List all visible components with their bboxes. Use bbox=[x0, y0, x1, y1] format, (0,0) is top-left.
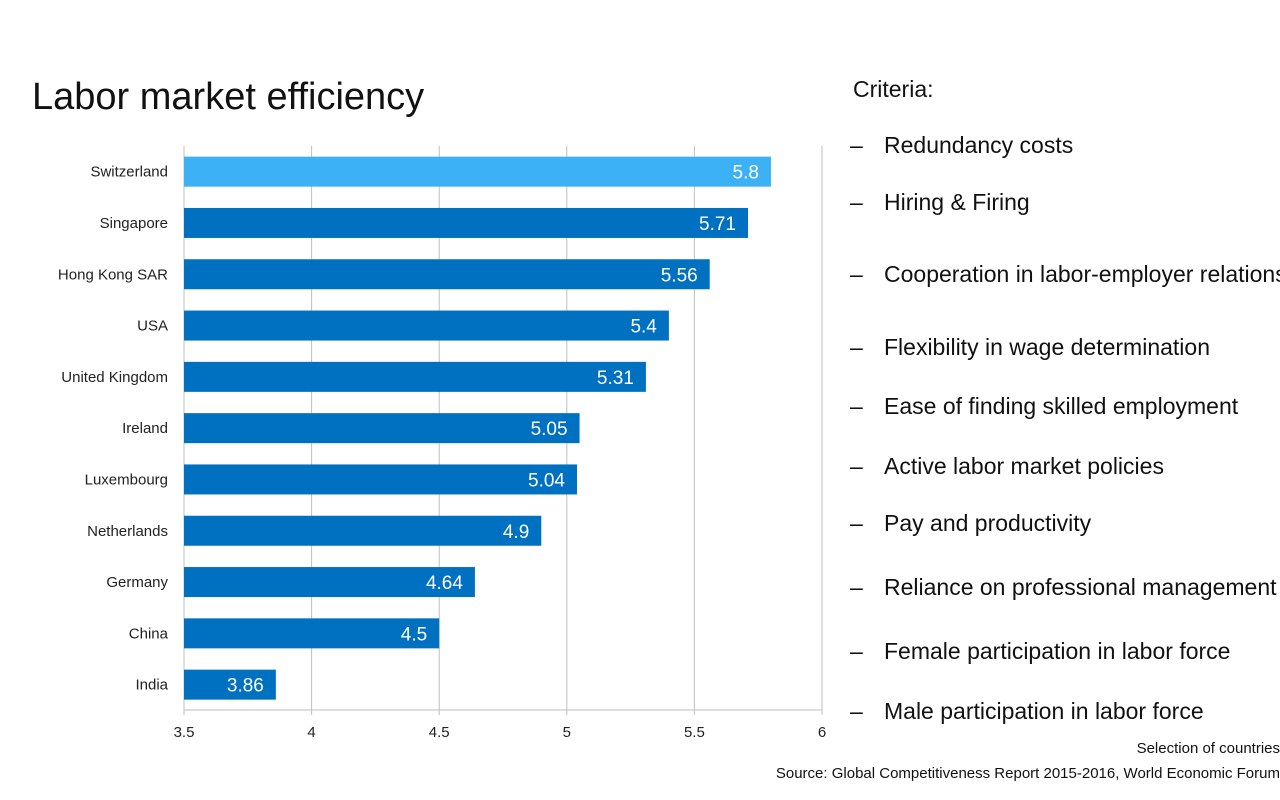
criteria-item: – Pay and productivity bbox=[850, 510, 1091, 537]
x-tick-label: 5 bbox=[563, 724, 571, 741]
bar-value-label: 5.56 bbox=[661, 265, 698, 286]
bullet-dash: – bbox=[850, 574, 863, 600]
criteria-item: – Female participation in labor force bbox=[850, 638, 1230, 665]
bullet-dash: – bbox=[850, 510, 863, 536]
bar bbox=[184, 618, 440, 649]
criteria-item-label: Cooperation in labor-employer relations bbox=[884, 261, 1280, 287]
bar-value-label: 3.86 bbox=[227, 676, 264, 697]
bar bbox=[184, 413, 580, 444]
x-tick-label: 4.5 bbox=[429, 724, 450, 741]
source-note: Source: Global Competitiveness Report 20… bbox=[775, 765, 1280, 782]
category-label: Switzerland bbox=[90, 164, 168, 181]
x-tick-label: 6 bbox=[818, 724, 826, 741]
selection-note: Selection of countries bbox=[1136, 740, 1280, 757]
category-label: United Kingdom bbox=[61, 369, 168, 386]
criteria-item-label: Female participation in labor force bbox=[884, 638, 1231, 664]
bar bbox=[184, 669, 276, 700]
bar bbox=[184, 361, 646, 392]
criteria-item: – Hiring & Firing bbox=[850, 189, 1030, 216]
bullet-dash: – bbox=[850, 638, 863, 664]
bar-value-label: 5.8 bbox=[733, 163, 759, 184]
criteria-item: – Male participation in labor force bbox=[850, 698, 1204, 725]
bar-chart: 5.85.715.565.45.315.055.044.94.644.53.86… bbox=[58, 146, 826, 741]
criteria-item-label: Ease of finding skilled employment bbox=[884, 393, 1239, 419]
bullet-dash: – bbox=[850, 334, 863, 360]
bar-value-label: 5.71 bbox=[699, 214, 736, 235]
criteria-item-label: Redundancy costs bbox=[884, 132, 1074, 158]
bar bbox=[184, 259, 710, 290]
chart-title: Labor market efficiency bbox=[32, 76, 425, 118]
bar-value-label: 5.31 bbox=[597, 368, 634, 389]
category-label: India bbox=[135, 677, 168, 694]
bar-value-label: 4.5 bbox=[401, 624, 427, 645]
bullet-dash: – bbox=[850, 189, 863, 215]
x-tick-label: 3.5 bbox=[174, 724, 195, 741]
category-label: Ireland bbox=[122, 420, 168, 437]
bar-value-label: 5.04 bbox=[528, 470, 565, 491]
criteria-item: – Active labor market policies bbox=[850, 453, 1164, 480]
bar bbox=[184, 156, 771, 187]
bar bbox=[184, 567, 475, 598]
bullet-dash: – bbox=[850, 393, 863, 419]
criteria-item-label: Flexibility in wage determination bbox=[884, 334, 1210, 360]
bar bbox=[184, 464, 578, 495]
criteria-item: – Cooperation in labor-employer relation… bbox=[850, 261, 1280, 288]
criteria-item-label: Reliance on professional management bbox=[884, 574, 1277, 600]
x-tick-label: 5.5 bbox=[684, 724, 705, 741]
bullet-dash: – bbox=[850, 261, 863, 287]
criteria-item: – Redundancy costs bbox=[850, 132, 1073, 159]
category-label: Hong Kong SAR bbox=[58, 266, 168, 283]
criteria-heading: Criteria: bbox=[853, 76, 934, 102]
category-label: Germany bbox=[106, 574, 168, 591]
criteria-item: – Reliance on professional management bbox=[850, 574, 1277, 601]
bar-value-label: 4.9 bbox=[503, 522, 529, 543]
bullet-dash: – bbox=[850, 698, 863, 724]
criteria-item-label: Male participation in labor force bbox=[884, 698, 1204, 724]
category-label: Luxembourg bbox=[85, 471, 168, 488]
x-tick-label: 4 bbox=[307, 724, 315, 741]
bullet-dash: – bbox=[850, 453, 863, 479]
bullet-dash: – bbox=[850, 132, 863, 158]
category-label: Netherlands bbox=[87, 523, 168, 540]
bar bbox=[184, 207, 748, 238]
bar bbox=[184, 310, 669, 341]
criteria-item: – Ease of finding skilled employment bbox=[850, 393, 1238, 420]
bar-value-label: 5.4 bbox=[630, 317, 657, 338]
category-label: USA bbox=[137, 318, 168, 335]
bar-value-label: 5.05 bbox=[531, 419, 568, 440]
category-label: Singapore bbox=[100, 215, 168, 232]
criteria-item-label: Hiring & Firing bbox=[884, 189, 1030, 215]
category-label: China bbox=[129, 625, 169, 642]
criteria-item: – Flexibility in wage determination bbox=[850, 334, 1210, 361]
bar-value-label: 4.64 bbox=[426, 573, 463, 594]
criteria-item-label: Pay and productivity bbox=[884, 510, 1092, 536]
criteria-item-label: Active labor market policies bbox=[884, 453, 1164, 479]
bar bbox=[184, 515, 542, 546]
